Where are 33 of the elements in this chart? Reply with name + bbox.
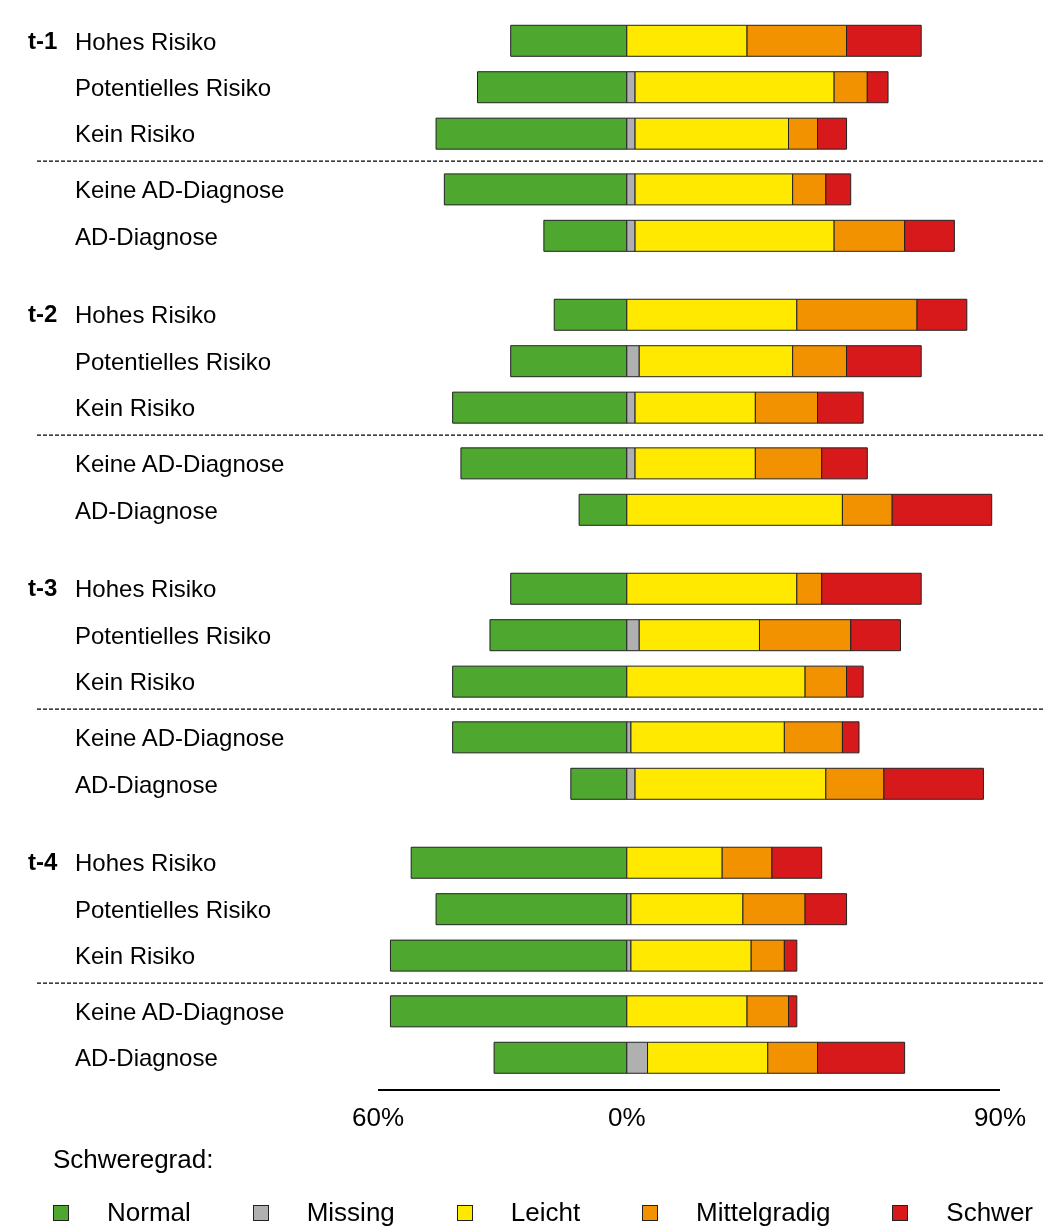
y-tick-label: Kein Risiko xyxy=(75,120,196,148)
y-tick-label: Keine AD-Diagnose xyxy=(75,450,285,478)
y-tick-label: Hohes Risiko xyxy=(75,575,217,603)
y-tick-label: Potentielles Risiko xyxy=(75,347,272,375)
x-tick-label: 90% xyxy=(973,1102,1027,1133)
y-tick-label: Potentielles Risiko xyxy=(75,895,272,923)
text: t-4 xyxy=(28,848,58,876)
y-tick-label: Potentielles Risiko xyxy=(75,73,272,101)
legend-label: Normal xyxy=(107,1197,191,1228)
text: t-3 xyxy=(28,574,58,602)
y-tick-label: Hohes Risiko xyxy=(75,27,217,55)
y-tick-label: Kein Risiko xyxy=(75,394,196,422)
y-tick-label: Kein Risiko xyxy=(75,668,196,696)
legend-label: Mittelgradig xyxy=(696,1197,831,1228)
y-tick-label: Keine AD-Diagnose xyxy=(75,998,285,1026)
legend-label: Missing xyxy=(306,1197,395,1228)
y-tick-label: AD-Diagnose xyxy=(75,1044,218,1072)
y-tick-label: AD-Diagnose xyxy=(75,222,218,250)
y-tick-label: AD-Diagnose xyxy=(75,770,218,798)
text: t-2 xyxy=(28,300,58,328)
y-tick-label: Keine AD-Diagnose xyxy=(75,176,285,204)
legend-label: Schwer xyxy=(946,1197,1033,1228)
text: t-1 xyxy=(28,26,58,54)
x-tick-label: 60% xyxy=(351,1102,405,1133)
y-tick-label: Potentielles Risiko xyxy=(75,621,272,649)
y-tick-label: Keine AD-Diagnose xyxy=(75,724,285,752)
y-tick-label: Hohes Risiko xyxy=(75,849,217,877)
legend-label: Leicht xyxy=(510,1197,581,1228)
legend-title: Schweregrad: xyxy=(53,1144,215,1175)
y-tick-label: AD-Diagnose xyxy=(75,496,218,524)
y-tick-label: Kein Risiko xyxy=(75,942,196,970)
y-tick-label: Hohes Risiko xyxy=(75,301,217,329)
x-tick-label: 0% xyxy=(608,1102,646,1133)
